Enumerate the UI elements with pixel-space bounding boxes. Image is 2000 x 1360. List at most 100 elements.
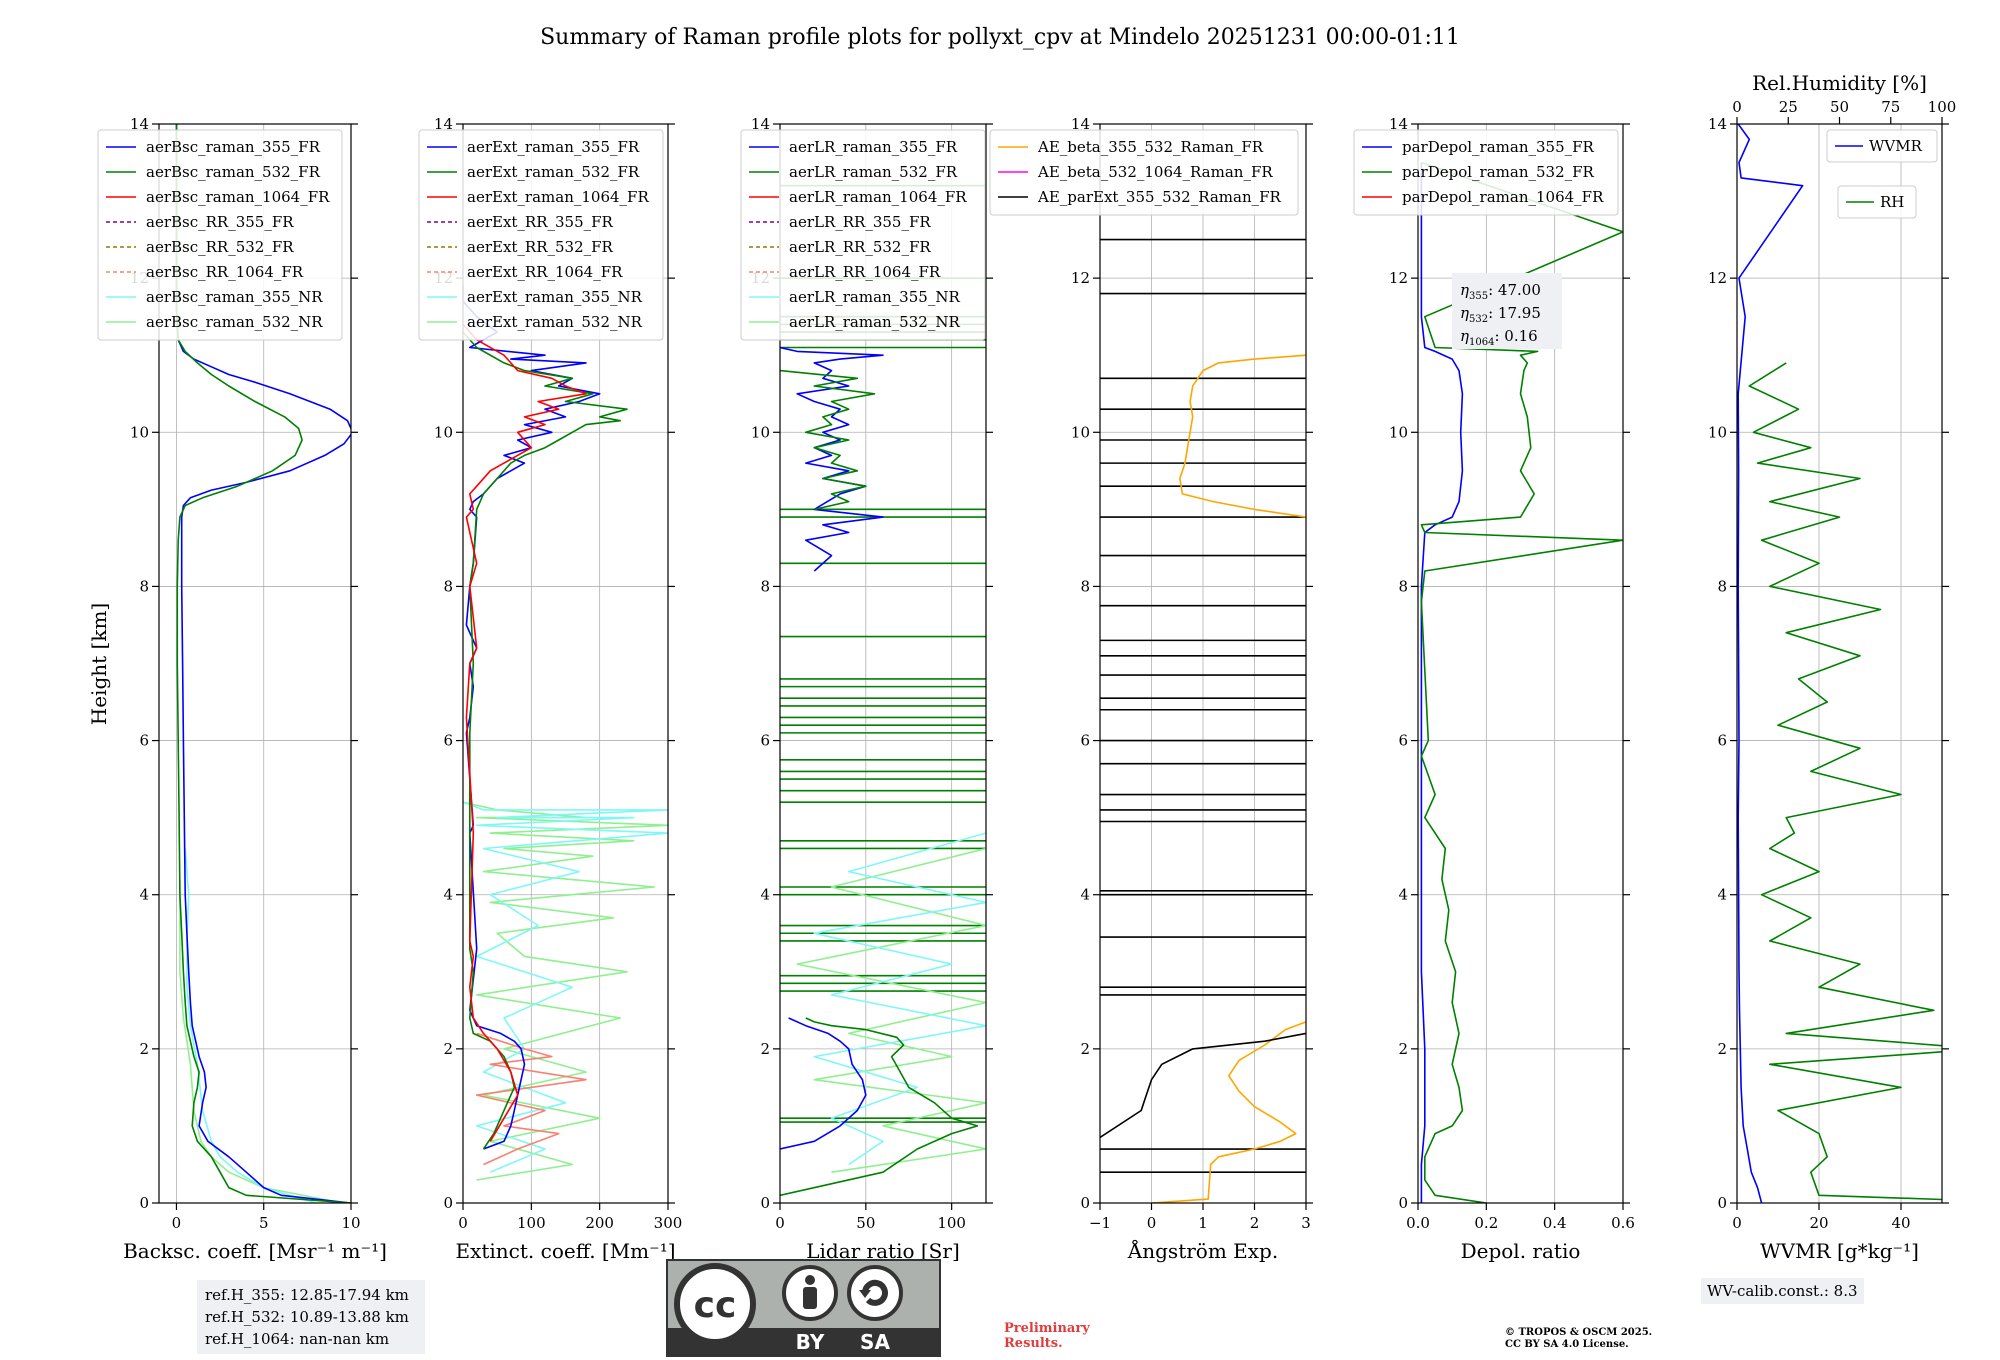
xtick-label-bsc-10: 10 (341, 1214, 360, 1232)
xtick-label-wv-40: 40 (1891, 1214, 1910, 1232)
x-axis-label-ae: Ångström Exp. (1127, 1238, 1278, 1263)
ytick-label-lr-0: 0 (760, 1194, 770, 1212)
legend-label-bsc-1: aerBsc_raman_532_FR (146, 163, 321, 181)
plot-area-bsc (175, 124, 351, 1203)
top-xtick-label-75: 75 (1881, 98, 1900, 116)
legend-label-ae-1: AE_beta_532_1064_Raman_FR (1037, 163, 1273, 181)
legend-label-ext-6: aerExt_raman_355_NR (467, 288, 643, 306)
eta-532: η532: 17.95 (1460, 304, 1541, 325)
series-lr-5 (780, 369, 876, 511)
x-axis-label-wv: WVMR [g*kg⁻¹] (1760, 1239, 1919, 1263)
legend-ext: aerExt_raman_355_FR aerExt_raman_532_FRae… (418, 129, 664, 341)
eta-box (1452, 273, 1562, 349)
xtick-label-lr-50: 50 (856, 1214, 875, 1232)
legend-label-depol-0: parDepol_raman_355_FR (1402, 138, 1595, 156)
xtick-label-bsc-0: 0 (172, 1214, 182, 1232)
legend-label-lr-4: aerLR_RR_532_FR (789, 238, 931, 256)
preliminary-line1: Preliminary (1004, 1321, 1090, 1336)
ytick-label-wv-2: 2 (1717, 1040, 1727, 1058)
frame-ext (462, 123, 669, 1204)
series-depol-0 (1420, 162, 1464, 1203)
series-ext-2 (475, 1032, 587, 1166)
legend-label-ext-3: aerExt_RR_355_FR (467, 213, 614, 231)
series-ae-0 (1151, 1021, 1306, 1203)
xtick-label-wv-0: 0 (1732, 1214, 1742, 1232)
figure-title: Summary of Raman profile plots for polly… (540, 25, 1460, 50)
ytick-label-ae-8: 8 (1080, 577, 1090, 595)
preliminary-line2: Results. (1004, 1336, 1063, 1351)
series-ae-2 (1100, 1032, 1306, 1139)
ytick-label-ae-0: 0 (1080, 1194, 1090, 1212)
panel-bsc: 024681012140510Backsc. coeff. [Msr⁻¹ m⁻¹… (97, 115, 387, 1263)
plot-area-ae (1100, 238, 1306, 1203)
ytick-label-ext-8: 8 (443, 577, 453, 595)
ytick-label-lr-4: 4 (760, 886, 770, 904)
legend-label-ext-1: aerExt_raman_532_FR (467, 163, 640, 181)
ytick-label-lr-2: 2 (760, 1040, 770, 1058)
ytick-label-bsc-6: 6 (139, 732, 149, 750)
panel-depol: 0 2 4 6 8 10 12 14 0.0 0.2 0.4 0.6 Depol. ratio parDe… (1353, 115, 1635, 1263)
ytick-label-depol-2: 2 (1398, 1040, 1408, 1058)
xtick-label-wv-20: 20 (1809, 1214, 1828, 1232)
series-wv-0 (1737, 124, 1804, 1203)
sa-share-icon (847, 1265, 903, 1321)
legend-label-ext-0: aerExt_raman_355_FR (467, 138, 640, 156)
legend-label-bsc-7: aerBsc_raman_532_NR (146, 313, 323, 331)
frame-depol (1417, 123, 1624, 1204)
series-ext-0 (463, 801, 668, 1181)
legend-label-ae-2: AE_parExt_355_532_Raman_FR (1037, 188, 1282, 206)
cc-icon (674, 1263, 756, 1345)
ytick-label-bsc-2: 2 (139, 1040, 149, 1058)
xtick-label-bsc-5: 5 (259, 1214, 269, 1232)
by-text: BY (796, 1330, 825, 1354)
legend-box-lr (740, 129, 986, 341)
xtick-label-lr-0: 0 (775, 1214, 785, 1232)
wv-calib-box: WV-calib.const.: 8.3 (1701, 1278, 1864, 1304)
ytick-label-ae-2: 2 (1080, 1040, 1090, 1058)
cc-text: cc (694, 1285, 737, 1326)
series-ext-4 (463, 331, 628, 1150)
ytick-label-wv-6: 6 (1717, 732, 1727, 750)
ytick-label-bsc-14: 14 (130, 115, 149, 133)
ytick-label-ae-10: 10 (1071, 423, 1090, 441)
series-depol-1 (1420, 161, 1623, 1203)
xtick-label-ae--1: −1 (1089, 1214, 1111, 1232)
legend-ae: AE_beta_355_532_Raman_FR AE_beta_532_1064… (989, 129, 1299, 216)
ytick-label-lr-6: 6 (760, 732, 770, 750)
x-axis-label-ext: Extinct. coeff. [Mm⁻¹] (455, 1239, 675, 1263)
series-lr-4 (780, 346, 884, 572)
legend-wv-0: WVMR (1826, 129, 1938, 163)
x-axis-label-bsc: Backsc. coeff. [Msr⁻¹ m⁻¹] (123, 1239, 387, 1263)
xtick-label-ext-300: 300 (654, 1214, 683, 1232)
legend-label-ext-5: aerExt_RR_1064_FR (467, 263, 623, 281)
top-xtick-label-50: 50 (1830, 98, 1849, 116)
ytick-label-wv-0: 0 (1717, 1194, 1727, 1212)
ytick-label-lr-10: 10 (751, 423, 770, 441)
legend-label-wv-0: WVMR (1869, 137, 1923, 155)
series-bsc-0 (179, 879, 343, 1203)
ytick-label-depol-6: 6 (1398, 732, 1408, 750)
ytick-label-ext-6: 6 (443, 732, 453, 750)
xtick-label-depol-0.4: 0.4 (1543, 1214, 1567, 1232)
legend-label-bsc-3: aerBsc_RR_355_FR (146, 213, 294, 231)
legend-label-bsc-4: aerBsc_RR_532_FR (146, 238, 294, 256)
legend-box-ae (989, 129, 1299, 216)
series-lr-1 (813, 832, 986, 1166)
legend-label-lr-1: aerLR_raman_532_FR (789, 163, 958, 181)
ref-h-532: ref.H_532: 10.89-13.88 km (205, 1308, 409, 1326)
ytick-label-depol-12: 12 (1389, 269, 1408, 287)
top-axis-label: Rel.Humidity [%] (1752, 71, 1927, 95)
legend-box-wv-0 (1826, 129, 1938, 163)
ytick-label-depol-14: 14 (1389, 115, 1408, 133)
legend-label-ext-7: aerExt_raman_532_NR (467, 313, 643, 331)
ytick-label-wv-12: 12 (1708, 269, 1727, 287)
legend-label-depol-1: parDepol_raman_532_FR (1402, 163, 1595, 181)
legend-label-ae-0: AE_beta_355_532_Raman_FR (1037, 138, 1264, 156)
ytick-label-depol-4: 4 (1398, 886, 1408, 904)
ytick-label-ext-0: 0 (443, 1194, 453, 1212)
ytick-label-ext-10: 10 (434, 423, 453, 441)
series-ext-5 (463, 323, 587, 1142)
legend-label-lr-0: aerLR_raman_355_FR (789, 138, 958, 156)
